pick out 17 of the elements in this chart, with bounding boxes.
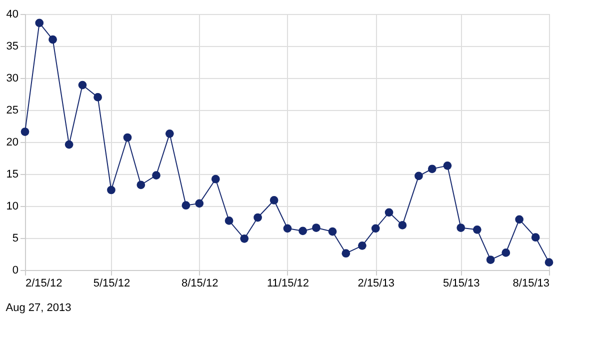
x-tick-label: 11/15/12: [266, 278, 309, 290]
text: Aug 27, 2013: [6, 302, 72, 314]
y-tick-label: 0: [12, 264, 18, 276]
x-tick-label: 8/15/12: [181, 278, 218, 290]
y-tick-label: 5: [12, 232, 18, 244]
y-tick-label: 35: [6, 40, 18, 52]
x-tick-label: 8/15/13: [512, 278, 550, 290]
x-tick-label: 2/15/12: [26, 278, 62, 290]
y-tick-label: 15: [6, 168, 18, 180]
y-tick-label: 10: [6, 200, 18, 212]
x-tick-label: 2/15/13: [358, 278, 394, 290]
x-tick-label: 5/15/12: [93, 278, 130, 290]
y-tick-label: 20: [6, 136, 18, 148]
y-tick-label: 40: [6, 8, 18, 20]
x-tick-label: 5/15/13: [443, 278, 480, 290]
y-tick-label: 30: [6, 72, 18, 84]
y-tick-label: 25: [6, 104, 18, 116]
